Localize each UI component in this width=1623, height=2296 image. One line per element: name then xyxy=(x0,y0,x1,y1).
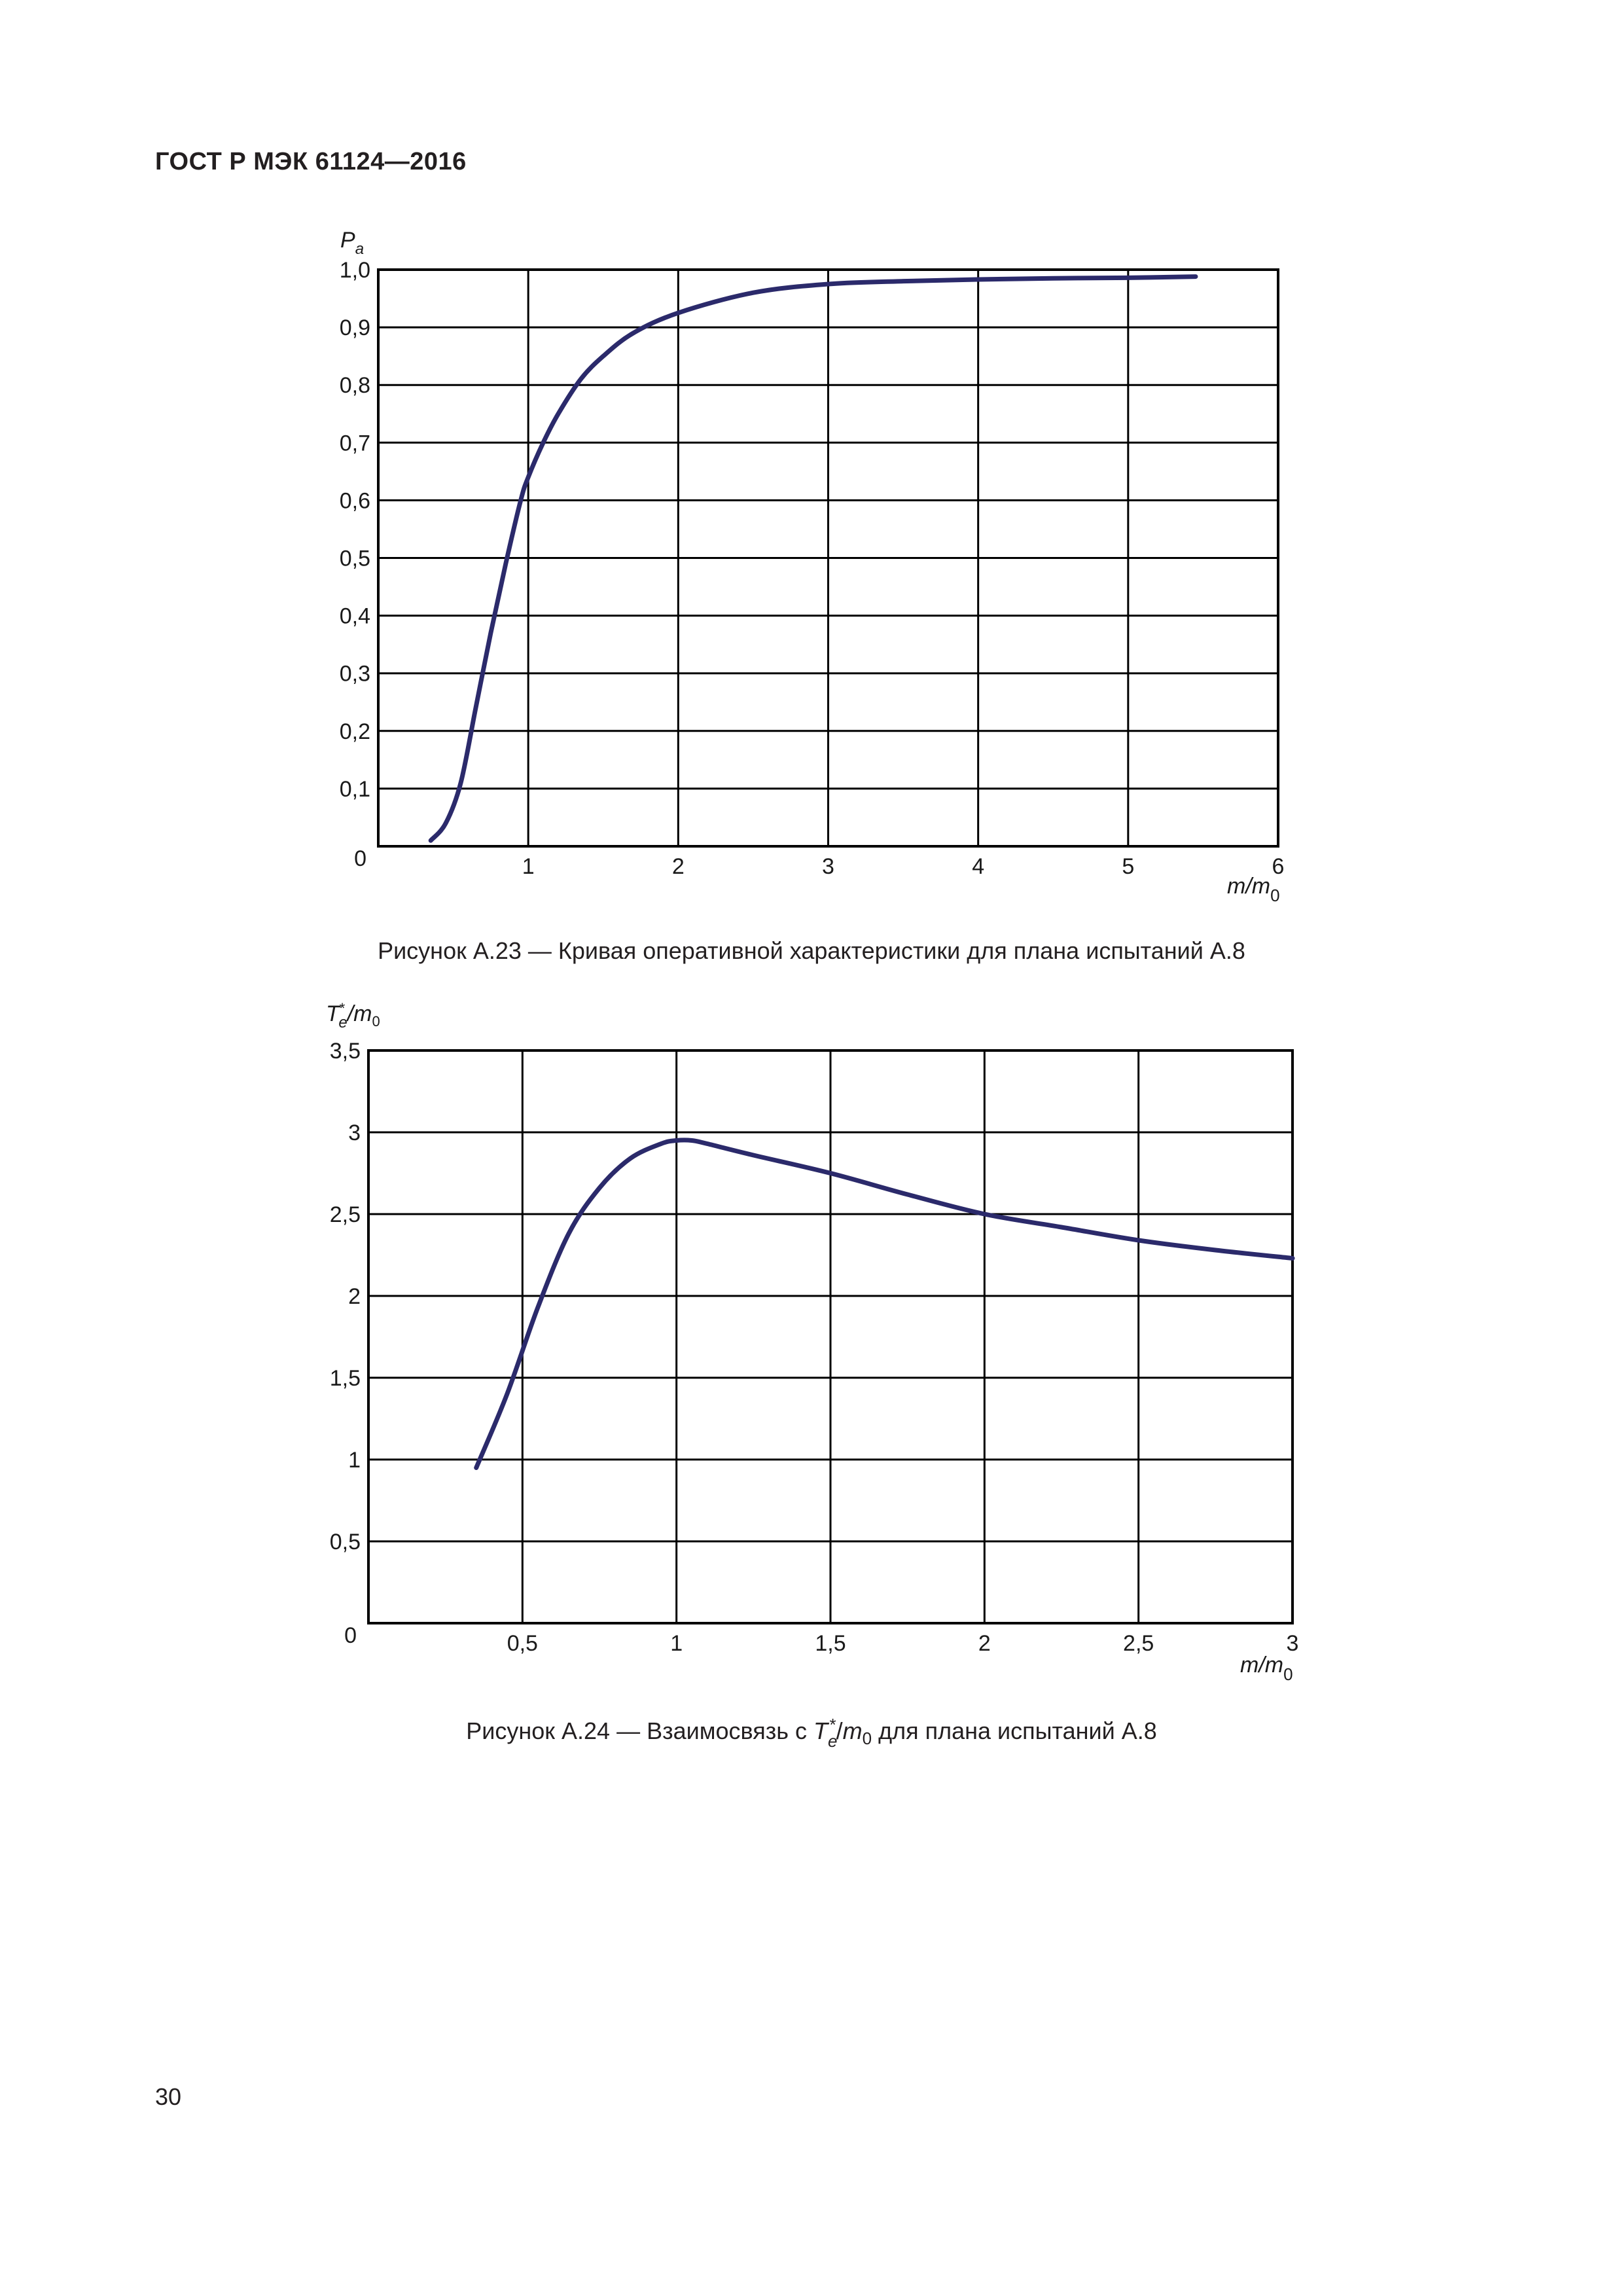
figure-a23-caption: Рисунок А.23 — Кривая оперативной характ… xyxy=(378,937,1245,964)
chart1-marks xyxy=(428,274,1198,843)
y-tick-label: 0,7 xyxy=(340,431,370,456)
x-axis-label-main: m/m xyxy=(1240,1653,1283,1677)
y-axis-label: T* e/m0 xyxy=(326,1000,380,1031)
y-tick-label: 0,5 xyxy=(340,547,370,571)
y-tick-label: 1 xyxy=(348,1448,361,1473)
y-axis-label-slash: /m xyxy=(346,1001,372,1026)
y-axis-label-zero: 0 xyxy=(372,1013,380,1030)
y-axis-label-main: P xyxy=(340,228,355,253)
x-axis-label-sub: 0 xyxy=(1270,886,1279,905)
chart-oc-curve: 1 2 3 4 5 6 0,1 0,2 0,3 0,4 0,5 0,6 0,7 0,8 0,9 1,0 0 Pa m… xyxy=(340,228,1285,905)
y-tick-label: 0,9 xyxy=(340,315,370,340)
y-tick-label: 2 xyxy=(348,1284,361,1309)
figure-a24-caption-symbol: Te*/m0 xyxy=(813,1715,872,1751)
y-axis-label-star: * xyxy=(340,1000,346,1016)
page-number: 30 xyxy=(155,2083,182,2110)
figure-a24-caption: Рисунок А.24 — Взаимосвязь с Te*/m0 для … xyxy=(0,1715,1623,1751)
y-tick-label: 1,5 xyxy=(330,1366,361,1391)
chart1-labels: 1 2 3 4 5 6 0,1 0,2 0,3 0,4 0,5 0,6 0,7 0,8 0,9 1,0 0 Pa m… xyxy=(340,228,1285,905)
figure-a24-caption-prefix: Рисунок А.24 — Взаимосвязь с xyxy=(466,1717,813,1744)
series-line xyxy=(428,274,1198,843)
chart2-grid xyxy=(367,1049,1294,1624)
origin-label: 0 xyxy=(344,1623,357,1648)
y-tick-label: 3,5 xyxy=(330,1039,361,1064)
plot-frame xyxy=(367,1049,1294,1624)
y-tick-label: 0,6 xyxy=(340,488,370,513)
document-header: ГОСТ Р МЭК 61124—2016 xyxy=(155,148,467,175)
y-tick-label: 0,1 xyxy=(340,777,370,802)
x-tick-label: 1,5 xyxy=(815,1631,846,1656)
x-tick-label: 6 xyxy=(1272,854,1285,879)
y-tick-label: 3 xyxy=(348,1121,361,1145)
y-axis-label-e: e xyxy=(338,1014,347,1031)
x-axis-label-sub: 0 xyxy=(1283,1664,1293,1684)
x-tick-label: 0,5 xyxy=(507,1631,538,1656)
y-axis-label-T: T xyxy=(326,1001,341,1026)
y-tick-label: 0,4 xyxy=(340,604,370,629)
chart2-labels: 0,5 1 1,5 2 2,5 30,511,522,533,50T* e/m0m/m0 xyxy=(326,1000,1298,1684)
x-tick-label: 2 xyxy=(672,854,685,879)
x-tick-label: 3 xyxy=(822,854,834,879)
chart-te-relation: 0,5 1 1,5 2 2,5 30,511,522,533,50T* e/m0m/m0 xyxy=(326,1000,1298,1684)
chart1-grid xyxy=(377,268,1279,848)
y-tick-label: 0,2 xyxy=(340,719,370,744)
x-axis-label: m/m0 xyxy=(1227,874,1280,905)
y-tick-label: 0,8 xyxy=(340,373,370,398)
plot-frame xyxy=(377,268,1279,848)
y-tick-label: 1,0 xyxy=(340,258,370,283)
x-tick-label: 2 xyxy=(978,1631,991,1656)
x-axis-label: m/m0 xyxy=(1240,1653,1293,1684)
chart2-marks xyxy=(474,1138,1295,1470)
y-tick-label: 0,3 xyxy=(340,662,370,687)
x-tick-label: 3 xyxy=(1287,1631,1299,1656)
y-tick-label: 2,5 xyxy=(330,1202,361,1227)
figure-a24-caption-suffix: для плана испытаний А.8 xyxy=(872,1717,1157,1744)
x-tick-label: 1 xyxy=(522,854,535,879)
x-tick-label: 5 xyxy=(1122,854,1134,879)
y-axis-label-sub: a xyxy=(355,240,364,258)
x-tick-label: 1 xyxy=(670,1631,683,1656)
x-tick-label: 4 xyxy=(972,854,984,879)
x-tick-label: 2,5 xyxy=(1123,1631,1154,1656)
series-line xyxy=(474,1138,1295,1470)
origin-label: 0 xyxy=(354,846,366,871)
y-tick-label: 0,5 xyxy=(330,1530,361,1554)
y-axis-label: Pa xyxy=(340,228,364,258)
x-axis-label-main: m/m xyxy=(1227,874,1270,899)
